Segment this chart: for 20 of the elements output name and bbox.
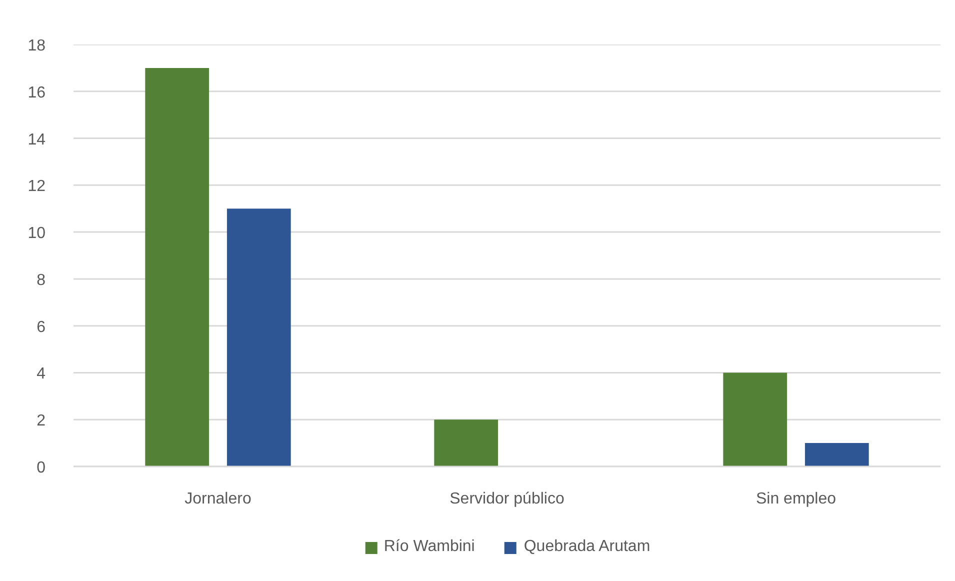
y-tick-label: 14 bbox=[28, 131, 46, 148]
y-tick-label: 6 bbox=[36, 318, 46, 336]
y-tick-label: 8 bbox=[36, 272, 46, 289]
legend-label: Quebrada Arutam bbox=[524, 538, 650, 556]
y-tick-label: 0 bbox=[36, 460, 46, 476]
x-tick-label: Sin empleo bbox=[756, 490, 836, 508]
x-tick-label: Servidor público bbox=[450, 490, 564, 508]
y-tick-label: 2 bbox=[36, 412, 46, 430]
y-tick-label: 4 bbox=[36, 366, 46, 383]
legend-label: Río Wambini bbox=[384, 538, 475, 556]
bar bbox=[434, 420, 498, 466]
x-tick-label: Jornalero bbox=[184, 490, 252, 508]
bar bbox=[723, 372, 788, 466]
y-tick-label: 12 bbox=[28, 178, 46, 196]
bar bbox=[804, 443, 869, 466]
bar bbox=[145, 68, 210, 466]
bar bbox=[226, 208, 291, 466]
y-tick-label: 10 bbox=[28, 225, 46, 242]
y-tick-label: 18 bbox=[28, 38, 46, 54]
y-tick-label: 16 bbox=[28, 84, 46, 102]
